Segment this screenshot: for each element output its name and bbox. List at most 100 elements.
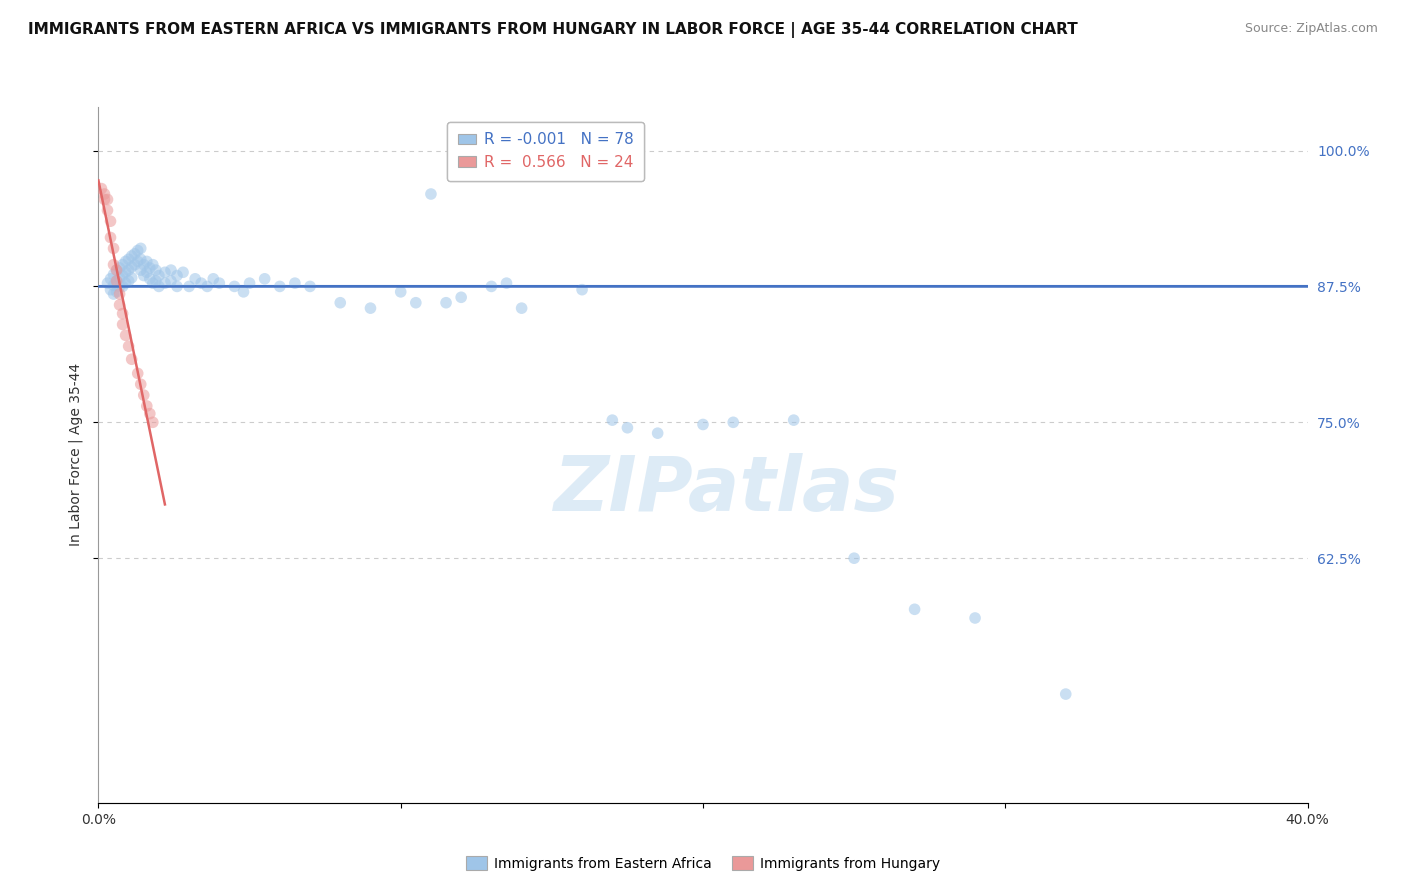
Point bbox=[142, 276, 165, 290]
Point bbox=[121, 260, 143, 274]
Point bbox=[450, 290, 472, 304]
Point bbox=[904, 602, 927, 616]
Point bbox=[132, 268, 155, 283]
Point bbox=[195, 279, 218, 293]
Point bbox=[145, 263, 167, 277]
Point bbox=[105, 274, 128, 288]
Point bbox=[124, 258, 146, 272]
Point bbox=[510, 301, 533, 315]
Point bbox=[389, 285, 412, 299]
Point bbox=[96, 193, 118, 207]
Legend: R = -0.001   N = 78, R =  0.566   N = 24: R = -0.001 N = 78, R = 0.566 N = 24 bbox=[447, 121, 644, 181]
Point bbox=[132, 388, 155, 402]
Point bbox=[148, 279, 170, 293]
Point bbox=[647, 426, 669, 441]
Point bbox=[253, 272, 276, 286]
Point bbox=[108, 298, 131, 312]
Point bbox=[114, 254, 136, 268]
Point bbox=[495, 276, 517, 290]
Point bbox=[360, 301, 382, 315]
Point bbox=[284, 276, 307, 290]
Point bbox=[96, 276, 118, 290]
Point bbox=[202, 272, 225, 286]
Point bbox=[108, 287, 131, 301]
Point bbox=[160, 274, 183, 288]
Point bbox=[481, 279, 503, 293]
Point bbox=[118, 274, 141, 288]
Point bbox=[172, 265, 194, 279]
Point bbox=[148, 268, 170, 283]
Point bbox=[145, 274, 167, 288]
Point bbox=[111, 318, 134, 332]
Point bbox=[269, 279, 291, 293]
Point bbox=[121, 270, 143, 285]
Point bbox=[135, 399, 157, 413]
Point bbox=[103, 278, 125, 293]
Point bbox=[160, 263, 183, 277]
Point bbox=[153, 265, 176, 279]
Point bbox=[616, 421, 638, 435]
Point bbox=[111, 268, 134, 283]
Point bbox=[103, 287, 125, 301]
Point bbox=[103, 258, 125, 272]
Point bbox=[108, 260, 131, 275]
Point bbox=[105, 274, 128, 288]
Point bbox=[105, 263, 128, 277]
Point bbox=[118, 252, 141, 267]
Point bbox=[103, 268, 125, 282]
Point bbox=[723, 415, 745, 429]
Point bbox=[153, 276, 176, 290]
Point bbox=[420, 187, 443, 202]
Point bbox=[111, 279, 134, 293]
Point bbox=[329, 295, 352, 310]
Point bbox=[190, 276, 212, 290]
Point bbox=[111, 307, 134, 321]
Point bbox=[93, 187, 115, 202]
Point bbox=[224, 279, 246, 293]
Point bbox=[114, 328, 136, 343]
Point bbox=[166, 279, 188, 293]
Point bbox=[844, 551, 866, 566]
Point bbox=[139, 260, 162, 275]
Y-axis label: In Labor Force | Age 35-44: In Labor Force | Age 35-44 bbox=[69, 363, 83, 547]
Point bbox=[692, 417, 714, 432]
Point bbox=[142, 258, 165, 272]
Point bbox=[127, 244, 149, 258]
Point bbox=[114, 265, 136, 279]
Legend: Immigrants from Eastern Africa, Immigrants from Hungary: Immigrants from Eastern Africa, Immigran… bbox=[460, 850, 946, 876]
Point bbox=[783, 413, 806, 427]
Point bbox=[965, 611, 987, 625]
Point bbox=[118, 263, 141, 277]
Point bbox=[127, 367, 149, 381]
Point bbox=[129, 377, 152, 392]
Point bbox=[96, 203, 118, 218]
Point bbox=[121, 249, 143, 263]
Point bbox=[121, 352, 143, 367]
Point bbox=[108, 270, 131, 285]
Point bbox=[239, 276, 262, 290]
Point bbox=[93, 193, 115, 207]
Point bbox=[129, 241, 152, 255]
Point bbox=[208, 276, 231, 290]
Point bbox=[100, 283, 122, 297]
Point bbox=[135, 254, 157, 268]
Point bbox=[139, 407, 162, 421]
Point bbox=[111, 258, 134, 272]
Text: Source: ZipAtlas.com: Source: ZipAtlas.com bbox=[1244, 22, 1378, 36]
Point bbox=[100, 272, 122, 286]
Point bbox=[132, 258, 155, 272]
Point bbox=[100, 230, 122, 244]
Point bbox=[434, 295, 457, 310]
Point bbox=[405, 295, 427, 310]
Point bbox=[184, 272, 207, 286]
Point bbox=[299, 279, 322, 293]
Point bbox=[139, 272, 162, 286]
Point bbox=[118, 339, 141, 353]
Point bbox=[108, 279, 131, 293]
Point bbox=[129, 252, 152, 267]
Point bbox=[105, 285, 128, 299]
Point bbox=[135, 265, 157, 279]
Point bbox=[129, 263, 152, 277]
Point bbox=[100, 214, 122, 228]
Point bbox=[124, 247, 146, 261]
